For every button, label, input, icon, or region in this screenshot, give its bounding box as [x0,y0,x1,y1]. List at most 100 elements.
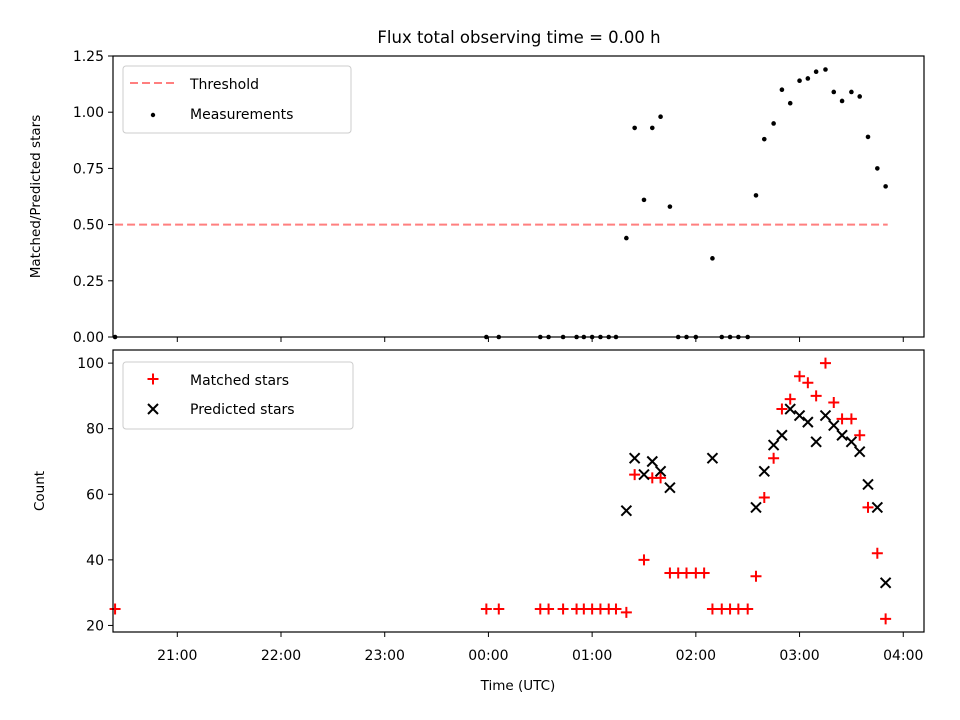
bottom-y-ticks: 20 40 60 80 100 [77,356,113,634]
bottom-y-tick-label: 60 [86,487,104,503]
matched-star-point [776,403,788,415]
predicted-star-point [706,452,719,464]
predicted-star-point [871,501,884,514]
top-y-tick-label: 1.25 [73,49,104,65]
figure-title: Flux total observing time = 0.00 h [377,28,660,47]
predicted-star-point [853,445,866,458]
top-x-ticks [176,337,904,342]
matched-star-point [742,603,754,615]
bottom-y-tick-label: 100 [77,356,104,372]
predicted-star-point [802,416,814,428]
matched-star-point [480,603,492,615]
x-axis-label: Time (UTC) [480,678,556,694]
matched-star-point [655,472,667,484]
measurement-point [875,166,880,171]
bottom-y-axis-label: Count [32,471,48,511]
top-axes-frame [112,55,925,338]
measurements-legend-swatch [150,112,156,118]
bottom-y-tick-label: 80 [86,422,104,438]
threshold-legend-label: Threshold [189,77,259,93]
x-tick-label: 02:00 [676,648,716,664]
x-tick-label: 21:00 [157,648,197,664]
bottom-plot-area [109,357,892,625]
x-tick-label: 23:00 [365,648,405,664]
predicted-star-point [758,465,770,478]
matched-star-point [681,567,693,579]
matched-star-point [629,469,641,481]
top-y-ticks: 0.00 0.25 0.50 0.75 1.00 1.25 [73,49,113,346]
matched-star-point [638,554,650,566]
measurement-point [761,136,767,142]
predicted-star-point [845,436,858,448]
bottom-y-tick-label: 40 [86,553,104,569]
matched-star-point [698,567,710,579]
measurement-point [831,89,837,95]
matched-star-point [750,570,762,582]
measurement-point [632,125,637,131]
bottom-y-tick-label: 20 [86,618,104,634]
measurements-legend-label: Measurements [190,107,293,123]
x-tick-label: 00:00 [468,648,508,664]
predicted-star-point [784,403,796,415]
predicted-star-point [646,455,658,468]
matched-star-point [620,606,632,618]
measurement-point [823,67,828,72]
measurement-point [710,256,715,261]
predicted-star-point [628,452,641,464]
bottom-legend-box [122,361,354,430]
measurement-point [883,184,888,189]
measurement-point [787,100,793,106]
x-tick-label: 04:00 [883,648,923,664]
measurement-point [849,89,854,95]
measurement-point [797,78,802,84]
measurement-point [753,193,759,198]
predicted-star-point [767,439,780,451]
matched-star-point [810,390,822,402]
top-axes: 0.00 0.25 0.50 0.75 1.00 1.25 Matched/Predict… [28,49,925,346]
predicted-legend-label: Predicted stars [190,402,295,418]
matched-star-point [706,603,718,615]
matched-star-point [854,429,866,441]
matched-star-point [557,603,569,615]
x-tick-label: 01:00 [572,648,612,664]
bottom-x-ticks: 21:00 22:00 23:00 00:00 01:00 02:00 03:00 04:00 [157,632,923,664]
matched-star-point [732,603,744,615]
predicted-star-point [810,436,822,448]
matched-star-point [768,452,780,464]
measurement-point [779,87,785,93]
measurement-point [865,134,871,140]
predicted-legend-swatch [147,403,159,415]
measurement-point [857,94,863,99]
matched-star-point [836,413,848,425]
predicted-star-point [862,478,874,491]
predicted-star-point [836,429,848,441]
matched-star-point [862,501,874,513]
matched-star-point [880,613,892,625]
matched-legend-swatch [147,373,159,385]
predicted-star-point [828,419,840,432]
matched-star-point [828,396,840,408]
matched-star-point [758,492,770,504]
top-y-tick-label: 0.00 [73,330,104,346]
matched-star-point [802,377,814,389]
measurement-point [658,114,663,119]
top-y-tick-label: 1.00 [73,105,104,121]
bottom-legend: Matched stars Predicted stars [122,361,354,430]
matched-star-point [794,370,806,382]
matched-star-point [109,603,121,615]
matched-star-point [493,603,505,615]
x-tick-label: 22:00 [261,648,301,664]
measurement-point [641,197,647,203]
predicted-star-point [819,409,832,422]
predicted-star-point [879,577,892,589]
top-legend: Threshold Measurements [122,65,352,134]
matched-star-point [819,357,831,369]
predicted-star-point [793,409,806,422]
predicted-star-point [776,429,788,441]
top-y-tick-label: 0.75 [73,161,104,177]
matched-legend-label: Matched stars [190,373,289,389]
matched-star-point [543,603,555,615]
matched-star-point [784,393,796,405]
top-y-tick-label: 0.25 [73,274,104,290]
